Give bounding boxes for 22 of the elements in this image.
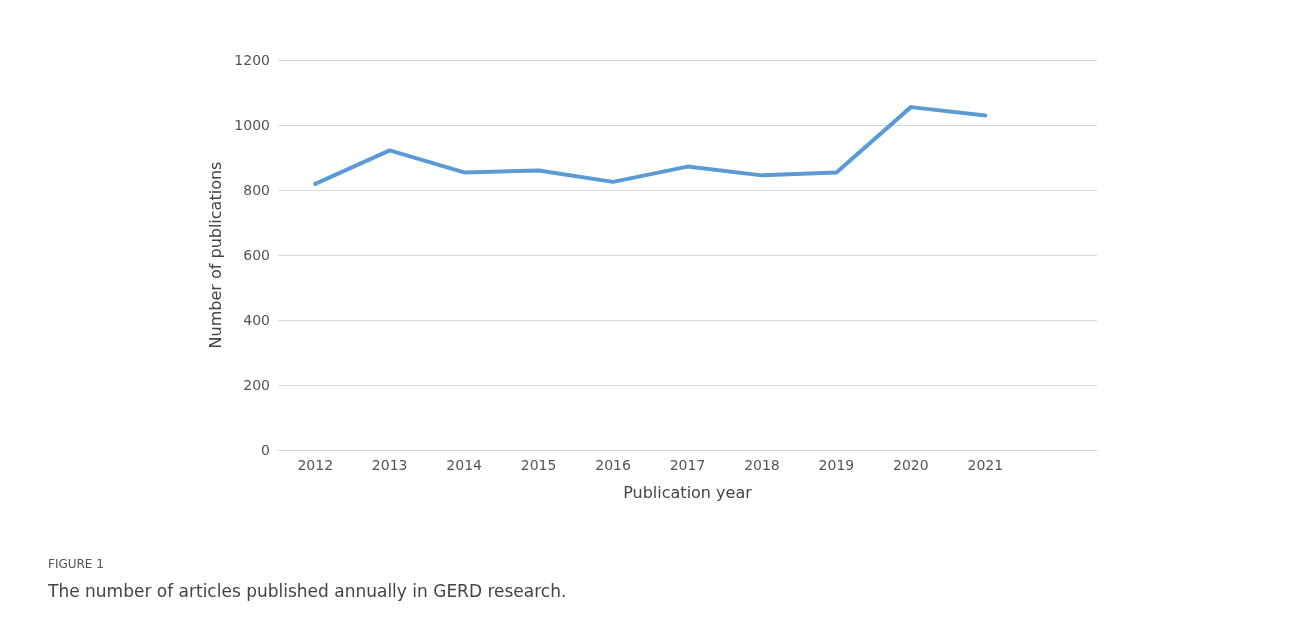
x-tick-label: 2015 xyxy=(520,457,557,473)
x-tick-label: 2017 xyxy=(669,457,706,473)
x-tick-label: 2012 xyxy=(297,457,334,473)
y-axis-title: Number of publications xyxy=(205,161,225,349)
x-axis-title: Publication year xyxy=(623,482,753,502)
y-tick-label: 1200 xyxy=(234,52,270,68)
x-tick-label: 2013 xyxy=(371,457,408,473)
line-series xyxy=(313,105,988,186)
y-tick-label: 1000 xyxy=(234,117,270,133)
x-tick-label: 2020 xyxy=(893,457,929,473)
x-tick-label: 2014 xyxy=(446,457,483,473)
x-tick-label: 2019 xyxy=(818,457,855,473)
x-tick-label: 2021 xyxy=(967,457,1004,473)
y-tick-label: 800 xyxy=(243,182,270,198)
caption: FIGURE 1 xyxy=(48,557,104,571)
text: The number of articles published annually in GERD research. xyxy=(47,580,567,601)
x-tick-label: 2016 xyxy=(595,457,631,473)
y-tick-label: 400 xyxy=(243,312,270,328)
x-tick-label: 2018 xyxy=(744,457,780,473)
y-tick-label: 600 xyxy=(243,247,270,263)
y-tick-label: 200 xyxy=(243,377,270,393)
y-tick-label: 0 xyxy=(261,442,270,458)
